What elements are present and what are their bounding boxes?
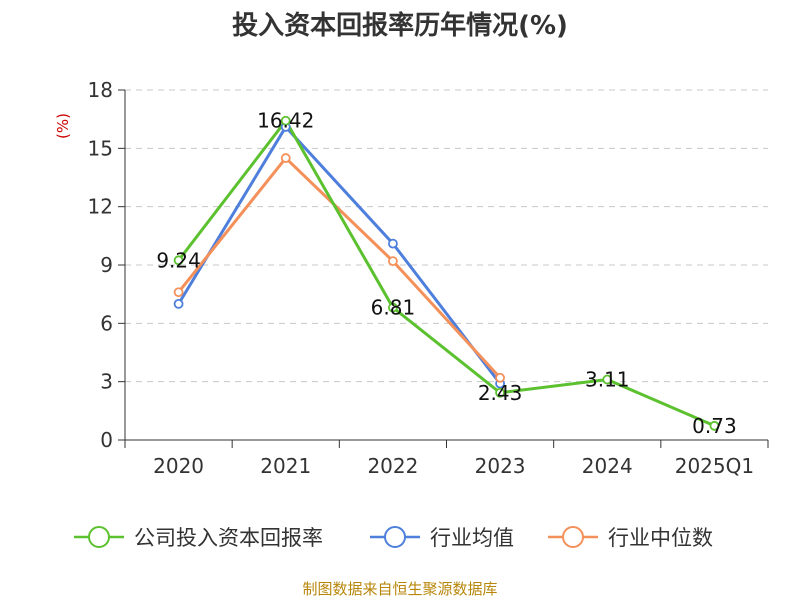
y-tick-label: 15 (88, 136, 113, 160)
y-tick-label: 9 (100, 253, 113, 277)
data-label: 16.42 (257, 109, 314, 133)
series-0-point (709, 420, 720, 431)
legend-swatch-marker (384, 526, 406, 548)
y-tick-label: 0 (100, 428, 113, 452)
series-2-point (280, 153, 291, 163)
y-tick-label: 18 (88, 78, 113, 102)
data-label: 3.11 (585, 368, 630, 392)
x-tick-label: 2022 (367, 454, 418, 478)
x-tick-label: 2021 (260, 454, 311, 478)
source-note: 制图数据来自恒生聚源数据库 (302, 580, 497, 598)
series-1-point (388, 238, 398, 249)
data-label: 0.73 (692, 414, 737, 438)
legend-swatch-marker (562, 526, 584, 548)
legend-label: 公司投入资本回报率 (134, 526, 323, 550)
series-2-point (495, 372, 505, 383)
data-label: 6.81 (371, 296, 416, 320)
data-label: 2.43 (478, 381, 523, 405)
series-1-point (173, 298, 184, 309)
y-axis-unit-label: (%) (54, 113, 72, 139)
y-tick-label: 12 (88, 195, 113, 219)
x-tick-label: 2023 (475, 454, 526, 478)
legend: 公司投入资本回报率 行业均值 行业中位数 (74, 526, 713, 550)
axes: 0 3 6 9 12 15 18 2020 2021 2022 2023 2024 2025Q1 (88, 78, 769, 478)
x-tick-label: 2025Q1 (675, 454, 754, 478)
x-tick-label: 2020 (153, 454, 204, 478)
x-tick-label: 2024 (582, 454, 633, 478)
series-line-2 (177, 156, 502, 379)
data-label: 9.24 (156, 248, 201, 272)
series-2-point (388, 256, 398, 267)
series-2-point (173, 287, 184, 298)
series-0-point (173, 255, 184, 266)
series-0-point (388, 302, 398, 313)
legend-label: 行业中位数 (608, 526, 713, 550)
series-0-point (602, 374, 613, 385)
series-line-1 (177, 125, 502, 385)
series-lines (173, 115, 720, 431)
legend-label: 行业均值 (430, 526, 514, 550)
chart-title: 投入资本回报率历年情况(%) (232, 10, 568, 41)
y-tick-label: 6 (100, 311, 113, 335)
y-tick-label: 3 (100, 370, 113, 394)
series-line-0 (177, 119, 716, 428)
series-0-point (280, 115, 291, 126)
series-0-point (495, 387, 505, 398)
grid-lines (125, 89, 768, 383)
data-labels: 9.24 16.42 6.81 2.43 3.11 0.73 (156, 109, 736, 438)
legend-swatch-marker (88, 526, 110, 548)
